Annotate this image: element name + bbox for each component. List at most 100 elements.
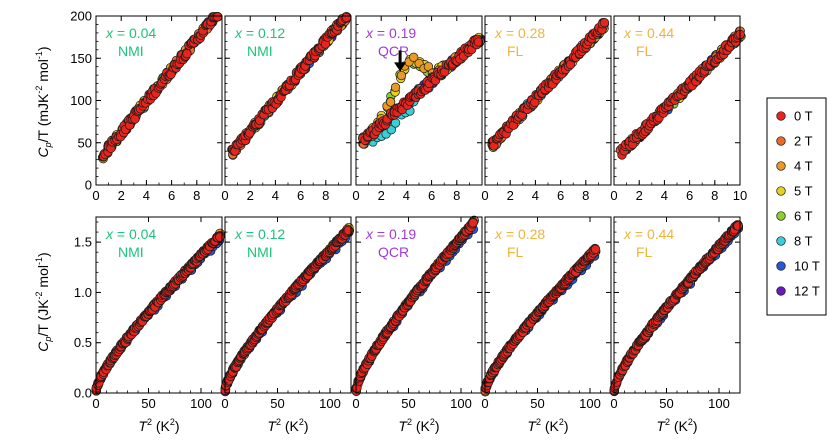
y-tick-label: 100 bbox=[70, 93, 92, 108]
composition-label: x = 0.44 bbox=[623, 226, 674, 242]
x-tick-label: 2 bbox=[378, 188, 385, 203]
x-tick-label: 0 bbox=[221, 396, 228, 411]
data-point bbox=[599, 18, 610, 28]
legend-label: 2 T bbox=[794, 134, 813, 149]
y-axis-label-bottom: Cp/T (JK-2 mol-1) bbox=[34, 252, 53, 351]
phase-label: NMI bbox=[118, 43, 144, 59]
panel-3-row-1: 0 50 100 x = 0.28 FL T2 (K2) bbox=[480, 216, 612, 434]
x-tick-label: 6 bbox=[686, 188, 693, 203]
panel-2-row-1: 0 50 100 x = 0.19 QCR T2 (K2) bbox=[351, 215, 483, 434]
x-tick-label: 50 bbox=[530, 396, 544, 411]
data-point bbox=[390, 82, 401, 92]
x-tick-label: 2 bbox=[636, 188, 643, 203]
x-axis-label: T2 (K2) bbox=[398, 417, 439, 434]
data-point bbox=[468, 218, 478, 228]
x-tick-label: 100 bbox=[319, 396, 341, 411]
x-tick-label: 50 bbox=[401, 396, 415, 411]
legend-marker bbox=[776, 261, 786, 271]
x-tick-label: 2 bbox=[507, 188, 514, 203]
x-tick-label: 0 bbox=[610, 188, 617, 203]
legend-marker bbox=[776, 211, 786, 221]
data-point bbox=[473, 37, 484, 47]
data-point bbox=[341, 12, 352, 23]
legend-marker bbox=[776, 286, 786, 296]
y-axis-label-top: Cp/T (mJK-2 mol-1) bbox=[34, 46, 53, 157]
x-tick-label: 4 bbox=[403, 188, 410, 203]
legend-label: 10 T bbox=[794, 259, 820, 274]
x-tick-label: 4 bbox=[661, 188, 668, 203]
x-tick-label: 0 bbox=[481, 188, 488, 203]
x-axis-label: T2 (K2) bbox=[267, 417, 308, 434]
y-tick-label: 0.5 bbox=[74, 335, 92, 350]
phase-label: NMI bbox=[247, 244, 273, 260]
composition-label: x = 0.44 bbox=[623, 25, 674, 41]
legend: 0 T 2 T 4 T 5 T 6 T 8 T 10 T 12 T bbox=[766, 97, 827, 316]
x-tick-label: 0 bbox=[221, 188, 228, 203]
data-point bbox=[212, 12, 223, 22]
panel-4-row-0: 0 2 4 6 8 10 x = 0.44 FL bbox=[610, 15, 747, 203]
y-tick-label: 0.0 bbox=[74, 386, 92, 401]
x-tick-label: 8 bbox=[453, 188, 460, 203]
legend-label: 5 T bbox=[794, 184, 813, 199]
x-tick-label: 0 bbox=[352, 188, 359, 203]
x-tick-label: 10 bbox=[733, 188, 747, 203]
y-tick-label: 1.0 bbox=[74, 285, 92, 300]
x-tick-label: 4 bbox=[143, 188, 150, 203]
x-tick-label: 0 bbox=[610, 396, 617, 411]
data-point bbox=[396, 70, 407, 81]
panel-3-row-0: 0 2 4 6 8 x = 0.28 FL bbox=[481, 15, 612, 203]
legend-marker bbox=[776, 236, 786, 246]
composition-label: x = 0.04 bbox=[105, 226, 156, 242]
x-tick-label: 6 bbox=[557, 188, 564, 203]
x-tick-label: 6 bbox=[297, 188, 304, 203]
data-point bbox=[590, 244, 601, 254]
phase-label: FL bbox=[636, 43, 653, 59]
x-axis-label: T2 (K2) bbox=[527, 417, 568, 434]
composition-label: x = 0.12 bbox=[234, 25, 285, 41]
y-tick-label: 150 bbox=[70, 51, 92, 66]
phase-label: NMI bbox=[247, 43, 273, 59]
x-tick-label: 6 bbox=[168, 188, 175, 203]
legend-label: 6 T bbox=[794, 209, 813, 224]
panel-0-row-1: 0.0 0.5 1.0 1.5 0 50 100 x = 0.04 NMI T2 (K2) bbox=[74, 216, 225, 434]
legend-label: 0 T bbox=[794, 109, 813, 124]
y-tick-label: 200 bbox=[70, 9, 92, 24]
legend-label: 4 T bbox=[794, 159, 813, 174]
x-tick-label: 100 bbox=[450, 396, 472, 411]
x-tick-label: 4 bbox=[532, 188, 539, 203]
x-tick-label: 8 bbox=[322, 188, 329, 203]
composition-label: x = 0.04 bbox=[105, 25, 156, 41]
y-tick-label: 1.5 bbox=[74, 235, 92, 250]
phase-label: FL bbox=[507, 43, 524, 59]
x-tick-label: 50 bbox=[659, 396, 673, 411]
x-tick-label: 100 bbox=[579, 396, 601, 411]
x-tick-label: 100 bbox=[708, 396, 730, 411]
x-tick-label: 50 bbox=[270, 396, 284, 411]
x-axis-label: T2 (K2) bbox=[138, 417, 179, 434]
y-tick-label: 50 bbox=[78, 135, 92, 150]
x-tick-label: 2 bbox=[247, 188, 254, 203]
x-tick-label: 8 bbox=[193, 188, 200, 203]
phase-label: FL bbox=[636, 244, 653, 260]
legend-label: 8 T bbox=[794, 234, 813, 249]
x-tick-label: 50 bbox=[141, 396, 155, 411]
x-tick-label: 8 bbox=[711, 188, 718, 203]
data-point bbox=[182, 49, 192, 59]
panel-1-row-1: 0 50 100 x = 0.12 NMI T2 (K2) bbox=[220, 216, 355, 434]
composition-label: x = 0.28 bbox=[494, 226, 545, 242]
phase-label: NMI bbox=[118, 244, 144, 260]
panel-0-row-0: 0 50 100 150 200 0 2 4 6 8 x = 0.04 NMI bbox=[70, 9, 223, 203]
legend-box bbox=[766, 97, 827, 316]
y-tick-label: 0 bbox=[85, 178, 92, 193]
x-tick-label: 0 bbox=[352, 396, 359, 411]
legend-marker bbox=[776, 136, 786, 146]
legend-marker bbox=[776, 186, 786, 196]
x-tick-label: 0 bbox=[92, 396, 99, 411]
panel-1-row-0: 0 2 4 6 8 x = 0.12 NMI bbox=[221, 12, 352, 203]
composition-label: x = 0.12 bbox=[234, 226, 285, 242]
x-tick-label: 8 bbox=[582, 188, 589, 203]
panel-2-row-0: 0 2 4 6 8 x = 0.19 QCR bbox=[352, 15, 486, 203]
x-axis-label: T2 (K2) bbox=[656, 417, 697, 434]
